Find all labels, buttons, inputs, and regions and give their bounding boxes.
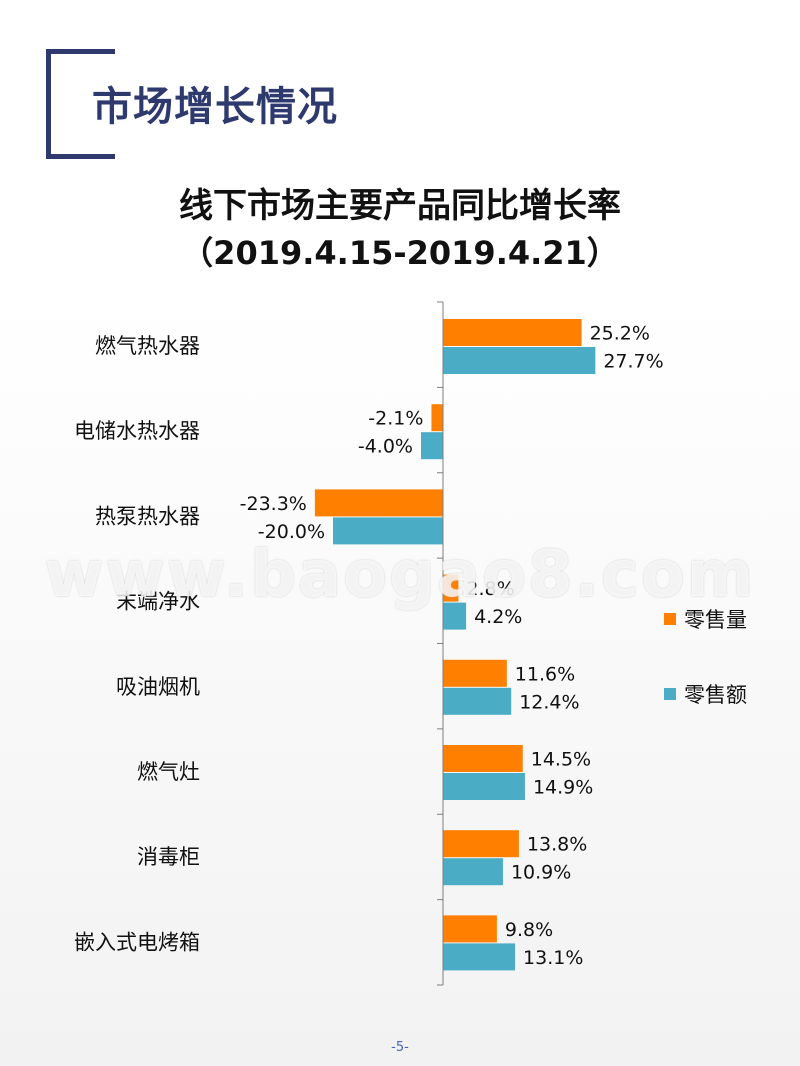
data-label: 10.9% [511, 862, 571, 884]
legend-label-retail-volume: 零售量 [684, 608, 747, 632]
category-label: 消毒柜 [137, 845, 200, 869]
watermark: www.baogao8.com [44, 538, 756, 612]
bar-retail-volume [314, 489, 443, 517]
chart-title: 线下市场主要产品同比增长率 [179, 186, 621, 226]
data-label: 27.7% [603, 351, 663, 373]
data-label: -23.3% [240, 493, 307, 515]
legend-item-retail-value: 零售额 [664, 679, 747, 709]
category-label: 电储水热水器 [74, 419, 200, 443]
data-label: 13.8% [527, 834, 587, 856]
category-label: 嵌入式电烤箱 [74, 930, 200, 954]
bar-retail-volume [443, 915, 497, 943]
category-label: 吸油烟机 [116, 675, 200, 699]
bar-retail-volume [431, 404, 443, 432]
data-label: 12.4% [519, 691, 579, 713]
data-label: 4.2% [474, 606, 522, 628]
bar-retail-volume [443, 659, 507, 687]
data-label: 14.9% [533, 777, 593, 799]
bar-retail-volume [443, 745, 523, 772]
data-label: 11.6% [515, 663, 575, 685]
chart-subtitle: （2019.4.15-2019.4.21） [181, 234, 619, 272]
legend-item-retail-volume: 零售量 [664, 604, 747, 634]
page-number: -5- [391, 1040, 409, 1055]
legend-swatch-retail-volume [664, 613, 676, 625]
bar-retail-volume [443, 574, 459, 602]
category-label: 燃气热水器 [95, 334, 200, 358]
data-label: -4.0% [358, 436, 413, 458]
data-label: 9.8% [505, 919, 553, 941]
category-label: 末端净水 [116, 590, 200, 614]
data-label: 2.8% [466, 578, 514, 600]
category-label: 热泵热水器 [95, 504, 200, 528]
data-label: 14.5% [531, 749, 591, 771]
category-label: 燃气灶 [137, 760, 200, 784]
section-title: 市场增长情况 [92, 84, 338, 130]
bar-retail-value [443, 687, 512, 715]
header-bracket [46, 49, 115, 159]
data-label: -20.0% [258, 521, 325, 543]
data-label: 13.1% [523, 947, 583, 969]
bar-retail-value [443, 858, 503, 886]
data-label: -2.1% [368, 408, 423, 430]
bar-retail-volume [443, 830, 519, 858]
legend-label-retail-value: 零售额 [684, 683, 747, 707]
bar-retail-value [443, 602, 467, 630]
bar-retail-value [421, 432, 443, 460]
legend-swatch-retail-value [664, 688, 676, 700]
bar-retail-value [443, 943, 516, 971]
bar-retail-value [443, 773, 525, 800]
data-label: 25.2% [590, 323, 650, 345]
bar-retail-value [443, 347, 596, 374]
bar-retail-value [333, 517, 443, 545]
bar-retail-volume [443, 319, 582, 346]
